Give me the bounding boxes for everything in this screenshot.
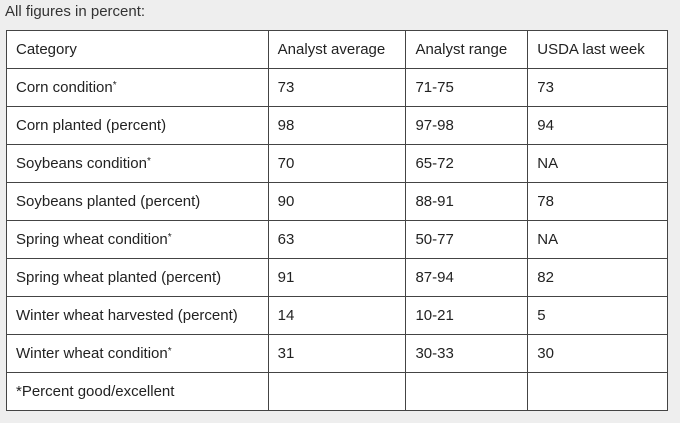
category-cell: Soybeans planted (percent): [6, 182, 269, 221]
last-week-cell: NA: [527, 220, 668, 259]
table-row: Corn planted (percent) 98 97-98 94: [6, 106, 668, 145]
header-row: Category Analyst average Analyst range U…: [6, 30, 668, 69]
header-analyst-range: Analyst range: [405, 30, 529, 69]
average-cell: 14: [267, 296, 407, 335]
table-row: Soybeans planted (percent) 90 88-91 78: [6, 182, 668, 221]
crop-progress-table: Category Analyst average Analyst range U…: [6, 30, 668, 411]
average-cell: 73: [267, 68, 407, 107]
range-cell: 88-91: [405, 182, 529, 221]
table-row: Soybeans condition* 70 65-72 NA: [6, 144, 668, 183]
range-cell: 65-72: [405, 144, 529, 183]
footnote-row: *Percent good/excellent: [6, 372, 668, 411]
category-cell: Spring wheat condition*: [6, 220, 269, 259]
range-cell: 97-98: [405, 106, 529, 145]
range-cell: 30-33: [405, 334, 529, 373]
category-cell: Winter wheat condition*: [6, 334, 269, 373]
footnote-marker: *: [167, 232, 172, 243]
footnote-marker: *: [146, 156, 151, 167]
table-row: Winter wheat condition* 31 30-33 30: [6, 334, 668, 373]
header-usda-last-week: USDA last week: [527, 30, 668, 69]
empty-cell: [405, 372, 529, 411]
empty-cell: [267, 372, 407, 411]
average-cell: 91: [267, 258, 407, 297]
empty-cell: [527, 372, 668, 411]
range-cell: 50-77: [405, 220, 529, 259]
average-cell: 31: [267, 334, 407, 373]
last-week-cell: 78: [527, 182, 668, 221]
average-cell: 90: [267, 182, 407, 221]
header-analyst-average: Analyst average: [267, 30, 407, 69]
average-cell: 70: [267, 144, 407, 183]
average-cell: 63: [267, 220, 407, 259]
last-week-cell: 73: [527, 68, 668, 107]
footnote-marker: *: [167, 346, 172, 357]
category-cell: Spring wheat planted (percent): [6, 258, 269, 297]
category-cell: Corn planted (percent): [6, 106, 269, 145]
range-cell: 87-94: [405, 258, 529, 297]
table-row: Spring wheat planted (percent) 91 87-94 …: [6, 258, 668, 297]
category-cell: Winter wheat harvested (percent): [6, 296, 269, 335]
table-row: Winter wheat harvested (percent) 14 10-2…: [6, 296, 668, 335]
last-week-cell: 82: [527, 258, 668, 297]
range-cell: 71-75: [405, 68, 529, 107]
category-cell: Corn condition*: [6, 68, 269, 107]
last-week-cell: 30: [527, 334, 668, 373]
range-cell: 10-21: [405, 296, 529, 335]
category-cell: Soybeans condition*: [6, 144, 269, 183]
average-cell: 98: [267, 106, 407, 145]
footnote-cell: *Percent good/excellent: [6, 372, 269, 411]
table-row: Corn condition* 73 71-75 73: [6, 68, 668, 107]
last-week-cell: 94: [527, 106, 668, 145]
last-week-cell: NA: [527, 144, 668, 183]
header-category: Category: [6, 30, 269, 69]
last-week-cell: 5: [527, 296, 668, 335]
table-caption: All figures in percent:: [5, 3, 146, 20]
table-row: Spring wheat condition* 63 50-77 NA: [6, 220, 668, 259]
footnote-marker: *: [112, 80, 117, 91]
